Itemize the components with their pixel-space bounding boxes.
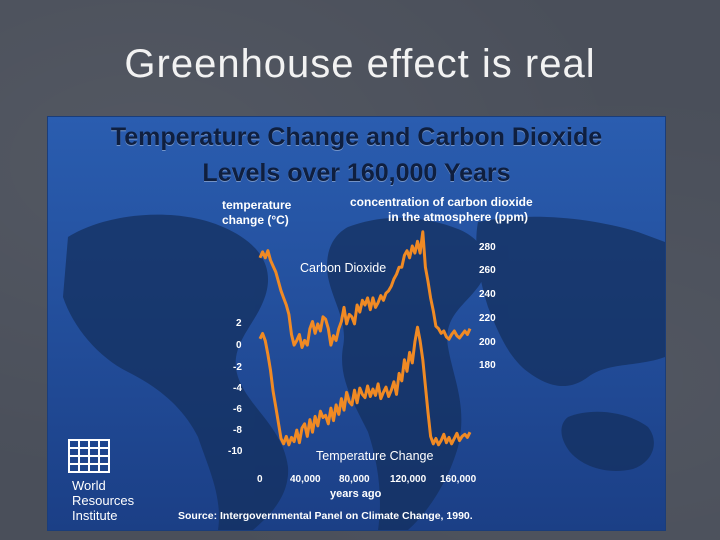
left-tick-minus-10: -10 [228,446,243,457]
x-tick-40000: 40,000 [290,474,321,485]
co2-series-line [258,230,472,349]
chart-title: Temperature Change and Carbon Dioxide [110,123,603,151]
right-axis-label-line2: in the atmosphere (ppm) [388,210,529,224]
right-axis-label-line1: concentration of carbon dioxide [350,195,533,209]
slide-title: Greenhouse effect is real [124,42,596,86]
chart-figure: Temperature Change and Carbon Dioxide Le… [48,117,665,530]
x-tick-0: 0 [257,474,263,485]
left-tick-0: 0 [236,340,242,351]
x-tick-120000: 120,000 [390,474,427,485]
wri-name-line1: World [72,478,106,493]
right-tick-240: 240 [479,289,496,300]
left-tick-minus-6: -6 [233,404,242,415]
right-tick-220: 220 [479,313,496,324]
left-axis-label-line1: temperature [222,198,292,212]
wri-name-line2: Resources [72,493,135,508]
chart-subtitle: Levels over 160,000 Years [202,159,511,187]
left-tick-minus-2: -2 [233,362,242,373]
wri-name: World Resources Institute [72,478,134,523]
left-tick-minus-4: -4 [233,383,242,394]
x-axis-label: years ago [330,488,382,500]
chart-svg [48,117,665,530]
wri-logo [68,439,110,473]
x-tick-160000: 160,000 [440,474,477,485]
source-citation: Source: Intergovernmental Panel on Clima… [178,510,473,522]
right-tick-180: 180 [479,360,496,371]
temperature-series-line [258,325,472,447]
co2-series-annotation: Carbon Dioxide [300,261,387,275]
temperature-series-annotation: Temperature Change [316,449,434,463]
wri-name-line3: Institute [72,508,118,523]
world-map-silhouette [63,214,665,530]
right-tick-260: 260 [479,265,496,276]
left-tick-minus-8: -8 [233,425,242,436]
right-tick-280: 280 [479,242,496,253]
left-axis-label-line2: change (°C) [222,213,289,227]
right-tick-200: 200 [479,337,496,348]
x-tick-80000: 80,000 [339,474,370,485]
left-tick-2: 2 [236,318,242,329]
